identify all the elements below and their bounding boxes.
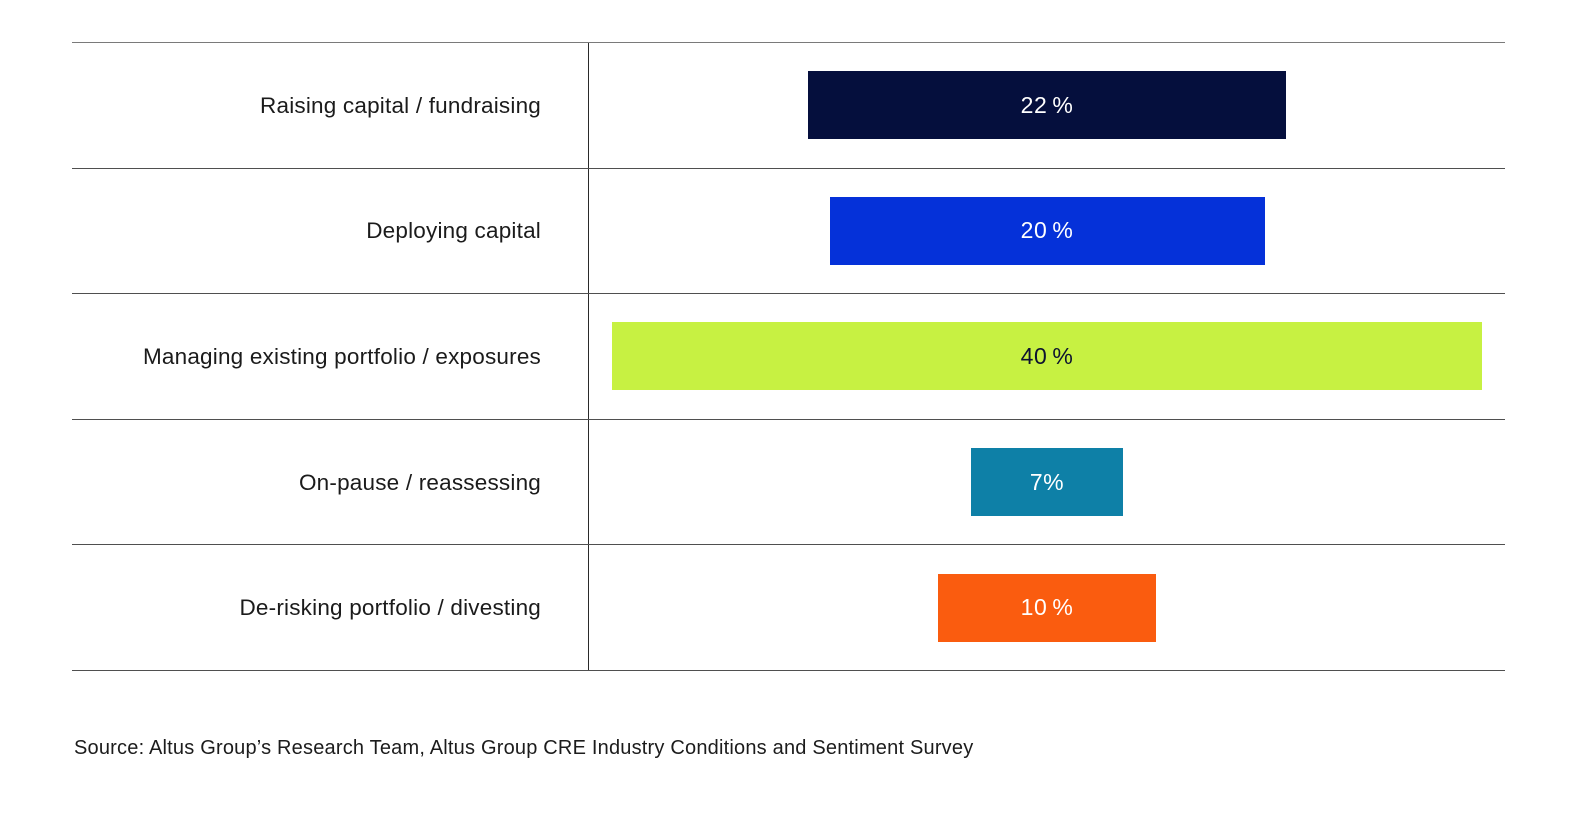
bar-cell-de-risking: 10 % — [589, 545, 1505, 670]
bar-value-label-managing-portfolio: 40 % — [1020, 342, 1074, 369]
bar-deploying-capital: 20 % — [829, 196, 1265, 265]
bar-cell-deploying-capital: 20 % — [589, 169, 1505, 294]
bar-cell-raising-capital: 22 % — [589, 43, 1505, 168]
bar-cell-on-pause: 7% — [589, 420, 1505, 545]
bar-value-label-raising-capital: 22 % — [1020, 91, 1074, 118]
category-label-de-risking: De-risking portfolio / divesting — [72, 545, 589, 670]
bar-chart-table: Raising capital / fundraising 22 % Deplo… — [72, 42, 1505, 671]
category-label-on-pause: On-pause / reassessing — [72, 419, 589, 545]
bar-de-risking: 10 % — [938, 573, 1156, 642]
category-label-raising-capital: Raising capital / fundraising — [72, 43, 589, 168]
bar-raising-capital: 22 % — [807, 71, 1287, 140]
bar-value-label-deploying-capital: 20 % — [1020, 217, 1074, 244]
bar-cell-managing-portfolio: 40 % — [589, 294, 1505, 419]
chart-row-raising-capital: Raising capital / fundraising 22 % — [72, 43, 1505, 169]
category-label-managing-portfolio: Managing existing portfolio / exposures — [72, 294, 589, 419]
chart-row-de-risking: De-risking portfolio / divesting 10 % — [72, 545, 1505, 671]
source-note: Source: Altus Group’s Research Team, Alt… — [74, 737, 974, 759]
bar-value-label-de-risking: 10 % — [1020, 594, 1074, 621]
bar-value-label-on-pause: 7% — [1029, 468, 1065, 495]
bar-on-pause: 7% — [970, 448, 1124, 517]
chart-row-on-pause: On-pause / reassessing 7% — [72, 419, 1505, 546]
bar-managing-portfolio: 40 % — [612, 322, 1482, 391]
chart-row-managing-portfolio: Managing existing portfolio / exposures … — [72, 294, 1505, 420]
category-label-deploying-capital: Deploying capital — [72, 168, 589, 294]
chart-row-deploying-capital: Deploying capital 20 % — [72, 168, 1505, 295]
